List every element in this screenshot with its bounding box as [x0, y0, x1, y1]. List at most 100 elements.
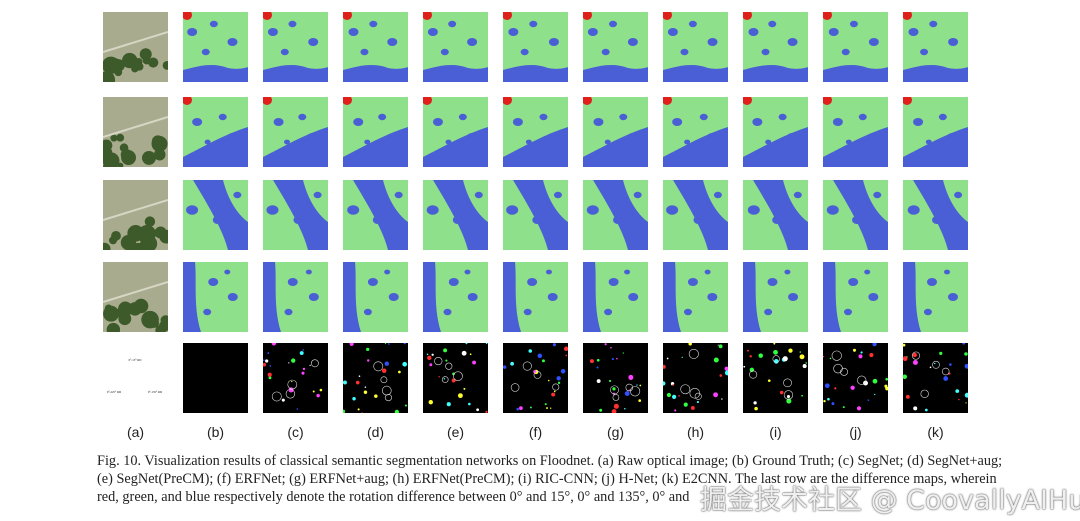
water-blob: [947, 293, 958, 301]
road: [103, 281, 168, 303]
difference-map: [263, 343, 328, 413]
segmentation-map: [183, 97, 248, 167]
difference-ring: [857, 375, 867, 385]
water-blob: [426, 205, 439, 215]
difference-spot: [476, 408, 480, 412]
water-blob: [858, 113, 867, 121]
tree: [103, 305, 120, 322]
difference-spot: [869, 353, 874, 358]
tree: [159, 229, 168, 244]
difference-spot: [801, 394, 803, 397]
difference-spot: [565, 354, 568, 357]
difference-spot: [805, 362, 808, 364]
difference-spot: [387, 343, 390, 345]
difference-background: [583, 343, 648, 413]
difference-spot: [299, 351, 304, 355]
building-region: [743, 97, 752, 105]
water-blob: [467, 293, 478, 301]
difference-spot: [663, 381, 666, 386]
tree: [111, 230, 121, 241]
difference-spot: [604, 343, 607, 346]
difference-spot: [721, 398, 723, 400]
difference-spot: [529, 406, 532, 409]
water-blob: [440, 48, 449, 56]
water-region: [583, 64, 648, 82]
segmentation-map: [263, 262, 328, 332]
water-region: [193, 180, 248, 250]
water-blob: [707, 38, 718, 46]
difference-spot: [472, 360, 477, 365]
water-region: [743, 262, 761, 332]
water-blob: [539, 113, 548, 121]
difference-spot: [885, 386, 888, 391]
water-blob: [204, 139, 211, 145]
difference-ring: [445, 362, 453, 370]
difference-spot: [718, 344, 723, 349]
water-blob: [601, 48, 610, 56]
difference-spot: [696, 400, 699, 404]
watermark: 掘金技术社区 @ CoovallyAIHub: [700, 485, 1080, 516]
water-blob: [944, 269, 951, 275]
difference-spot: [746, 349, 749, 352]
difference-spot: [281, 398, 285, 402]
water-blob: [608, 20, 617, 28]
segmentation-map: [423, 12, 488, 82]
column-label: (i): [769, 424, 782, 440]
difference-spot: [628, 374, 634, 380]
difference-spot: [962, 343, 966, 345]
segmentation-map: [823, 262, 888, 332]
water-blob: [347, 205, 360, 215]
column-label: (j): [849, 424, 862, 440]
water-region: [503, 262, 521, 332]
difference-spot: [663, 364, 666, 369]
difference-spot: [427, 355, 432, 361]
difference-ring: [941, 367, 950, 376]
difference-spot: [628, 389, 630, 391]
difference-ring: [688, 348, 699, 359]
water-region: [263, 262, 281, 332]
difference-spot: [611, 358, 614, 361]
difference-spot: [301, 371, 305, 375]
difference-spot: [316, 393, 320, 398]
difference-spot: [638, 399, 642, 403]
water-region: [823, 262, 841, 332]
difference-spot: [719, 374, 723, 377]
tree: [140, 235, 158, 250]
difference-spot: [912, 352, 917, 358]
water-region: [833, 180, 888, 250]
tree: [103, 242, 111, 250]
difference-ring: [840, 367, 848, 376]
water-region: [593, 180, 648, 250]
difference-spot: [551, 392, 556, 397]
difference-spot: [510, 361, 514, 366]
difference-spot: [468, 402, 471, 406]
difference-spot: [773, 359, 779, 364]
water-blob: [787, 133, 798, 141]
water-blob: [543, 231, 552, 239]
column-label: (k): [927, 424, 944, 440]
water-blob: [954, 191, 963, 199]
legend-circle: [103, 374, 134, 408]
water-blob: [212, 216, 223, 224]
water-region: [183, 262, 201, 332]
water-blob: [913, 118, 924, 126]
column-label: (d): [366, 424, 385, 440]
water-blob: [388, 293, 399, 301]
water-blob: [293, 216, 304, 224]
difference-spot: [267, 352, 270, 354]
building-region: [183, 97, 192, 105]
building-region: [503, 97, 512, 105]
tree: [122, 52, 138, 69]
difference-spot: [384, 343, 387, 345]
tree: [162, 60, 168, 70]
difference-ring: [287, 379, 298, 390]
water-blob: [608, 278, 619, 286]
water-region: [353, 180, 408, 250]
difference-spot: [267, 372, 272, 377]
water-blob: [313, 191, 322, 199]
difference-ring: [533, 371, 542, 379]
water-blob: [384, 269, 391, 275]
water-blob: [467, 133, 478, 141]
difference-spot: [713, 392, 719, 398]
segmentation-map: [583, 262, 648, 332]
